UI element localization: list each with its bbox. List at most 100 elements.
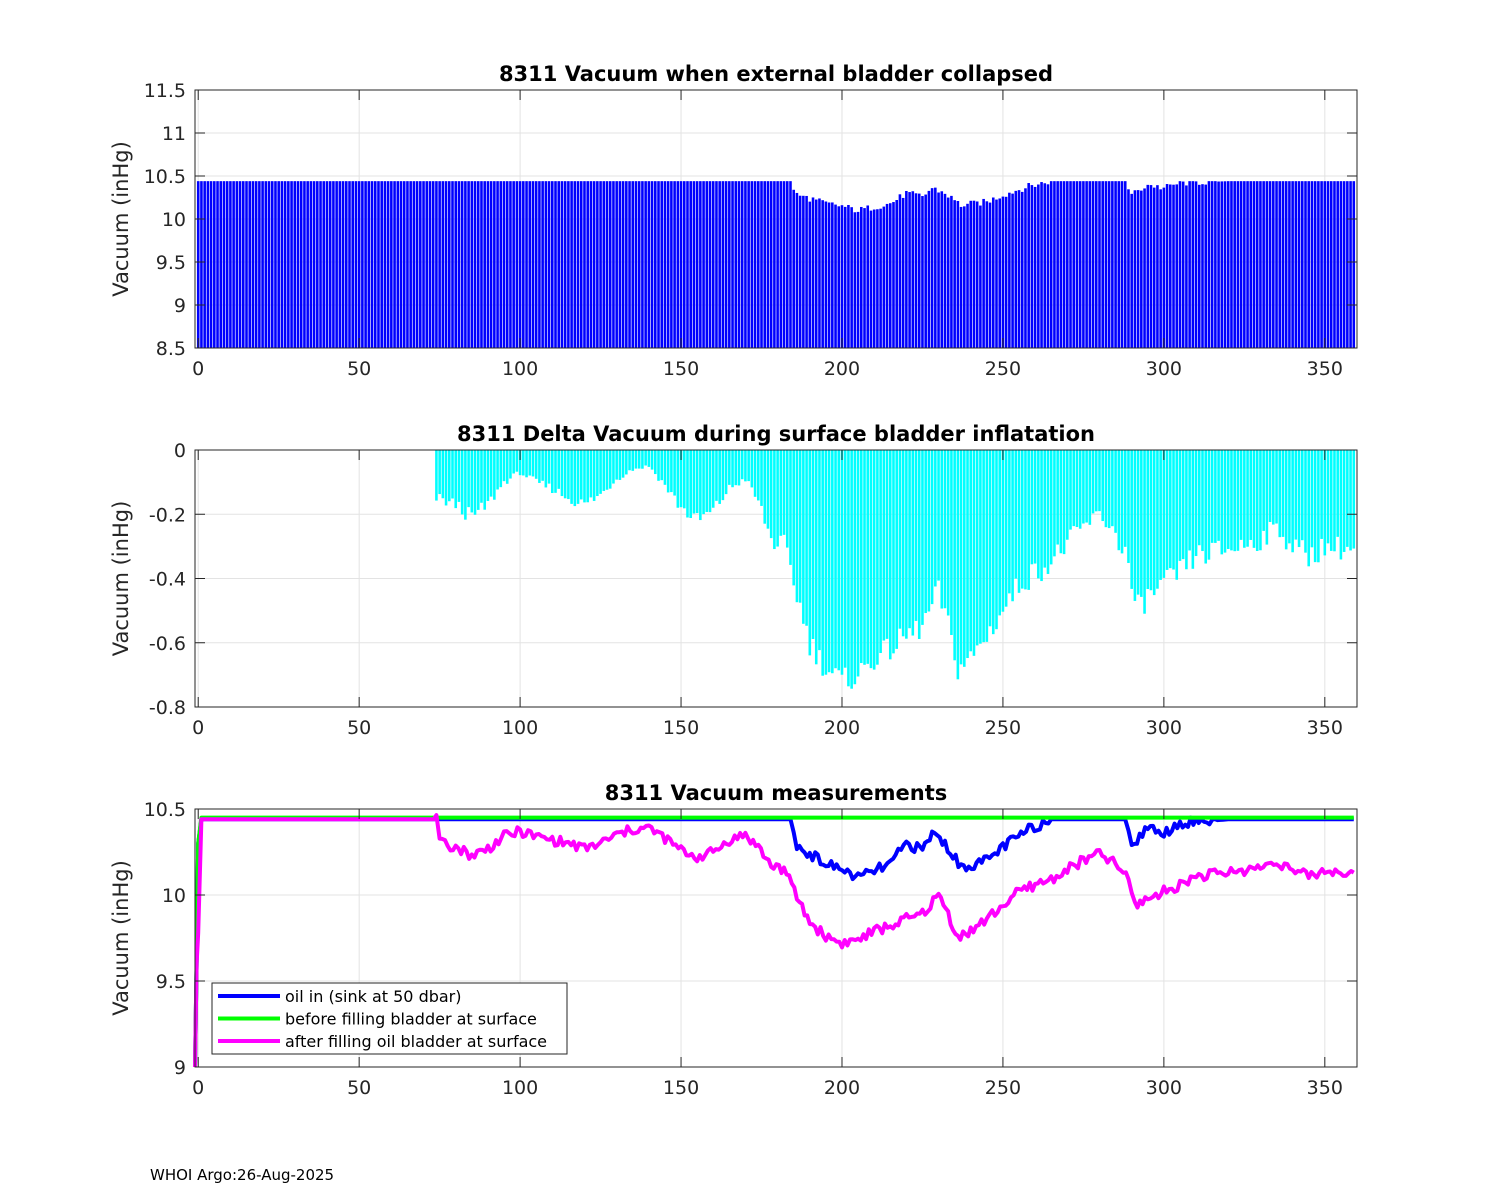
bar [1140,190,1143,348]
bar [612,181,615,348]
bar [1062,450,1066,555]
bar [396,181,400,348]
bar [975,201,979,348]
bar [1056,450,1059,545]
bar [1272,181,1275,348]
bar [1156,185,1159,348]
bar [885,203,889,348]
bar [509,450,512,479]
bar [673,181,676,348]
bar [660,181,664,348]
bar [888,450,892,660]
y-tick-label: 10 [162,209,186,231]
bar [1169,184,1172,348]
bar [708,450,712,513]
bar [602,450,606,491]
bar [409,181,412,348]
bar [1349,450,1352,551]
bar [1278,450,1282,538]
bar [476,450,480,510]
bar [1300,450,1304,541]
bar [1098,450,1101,512]
bar [608,181,612,348]
bar [695,181,699,348]
bar [1082,181,1085,348]
bar [470,450,474,513]
bar [1014,190,1018,348]
bar [985,201,989,348]
bar [998,198,1001,348]
bar [560,181,564,348]
bar [1233,450,1236,552]
bar [1333,181,1336,348]
bar [512,450,515,474]
bar [502,450,506,482]
bar [283,181,287,348]
bar [203,181,206,348]
bar [1284,450,1288,550]
bar [731,450,734,488]
bar [386,181,390,348]
bar [908,192,911,348]
bar [1220,181,1224,348]
bar [769,181,773,348]
bar [338,181,342,348]
bar [448,181,451,348]
bar [216,181,219,348]
bar [364,181,367,348]
bar [773,181,776,348]
bar [515,450,519,472]
bar [1130,450,1133,589]
bar [982,450,985,643]
bar [1040,182,1043,348]
bar [1004,196,1008,348]
bar [370,181,374,348]
bar [895,200,898,348]
y-tick-label: 10.5 [144,799,186,821]
bar [1107,181,1111,348]
bar [641,450,644,469]
bar [377,181,380,348]
bar [570,181,573,348]
bar [776,450,779,547]
bar [914,193,918,348]
bar [914,450,918,621]
bar [686,450,689,518]
bar [1310,181,1314,348]
y-tick-label: 10.5 [144,166,186,188]
bar [541,450,544,481]
bar [518,181,522,348]
bar [824,201,828,348]
bar [1288,450,1291,544]
bar [1223,450,1227,553]
bar [1101,181,1104,348]
bar [908,450,911,629]
bar [1172,450,1175,570]
bar [689,450,692,519]
bar [332,181,335,348]
y-axis-label: Vacuum (inHg) [109,501,133,657]
bar [785,181,789,348]
bar [525,181,528,348]
bar [1268,181,1272,348]
bar [518,450,522,476]
bar [460,181,464,348]
bar [451,450,454,499]
bar [1178,450,1182,561]
bar [711,181,715,348]
bar [1329,450,1333,551]
bar [618,450,622,480]
bar [1156,450,1159,589]
bar [1130,193,1133,348]
bar [940,191,944,348]
bar [946,450,950,616]
bar [798,450,802,603]
bar [682,450,686,509]
bar [1043,183,1047,348]
bar [721,450,725,501]
bar [1094,450,1098,512]
bar [1152,450,1156,596]
bar [325,181,329,348]
bar [715,450,718,501]
bar [422,181,425,348]
